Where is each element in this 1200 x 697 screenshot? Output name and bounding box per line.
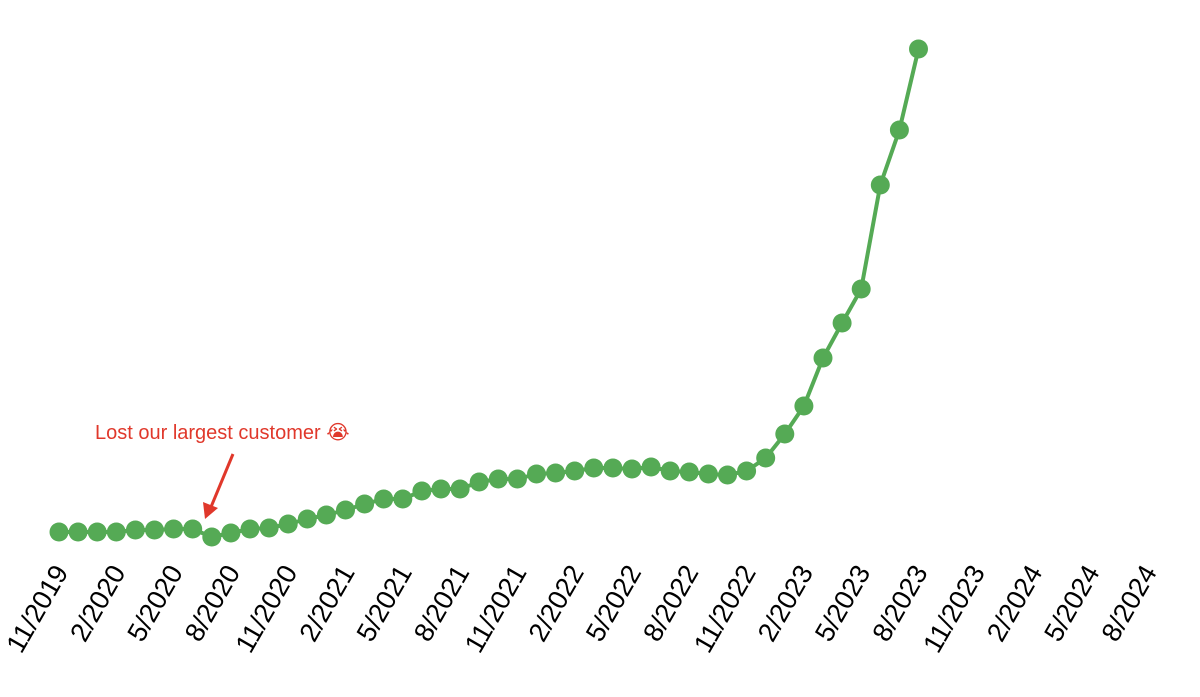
point (756, 448, 776, 468)
x-tick-label: 11/2019 (0, 560, 74, 658)
point (889, 120, 909, 140)
point (507, 469, 527, 489)
point (660, 461, 680, 481)
point (316, 505, 336, 525)
x-tick-label: 5/2021 (351, 560, 418, 647)
annotation: Lost our largest customer 😭 (95, 422, 350, 444)
x-tick-label: 2/2024 (981, 560, 1048, 647)
x-tick-label: 2/2021 (293, 560, 360, 647)
point (297, 509, 317, 529)
point (164, 519, 184, 539)
point (584, 458, 604, 478)
point (49, 522, 69, 542)
x-tick-label: 5/2022 (580, 560, 647, 647)
point (794, 396, 814, 416)
point (221, 523, 241, 543)
point (527, 464, 546, 484)
point (68, 522, 88, 542)
point (336, 500, 355, 520)
x-tick-label: 2/2022 (523, 560, 590, 647)
point (431, 479, 451, 499)
point (737, 461, 757, 481)
point (125, 520, 145, 540)
annotation-arrow (209, 453, 235, 508)
x-tick-label: 5/2023 (809, 560, 876, 647)
point (183, 519, 203, 539)
point (488, 469, 508, 489)
point (698, 464, 718, 484)
point (546, 463, 566, 483)
point (202, 527, 222, 547)
point (106, 522, 126, 542)
point (718, 465, 737, 485)
point (145, 520, 164, 540)
annotation-arrowhead (203, 502, 218, 519)
x-tick-label: 5/2020 (122, 560, 189, 647)
point (87, 522, 107, 542)
point (412, 481, 432, 501)
x-tick-label: 2/2020 (64, 560, 131, 647)
point (813, 348, 833, 368)
point (775, 424, 795, 444)
point (374, 489, 394, 509)
x-tick-label: 2/2023 (752, 560, 819, 647)
point (450, 479, 470, 499)
point (469, 472, 489, 492)
point (393, 489, 413, 509)
line (59, 48, 921, 539)
point (641, 457, 661, 477)
point (870, 175, 890, 195)
point (851, 279, 871, 299)
point (240, 519, 260, 539)
point (278, 514, 298, 534)
x-tick-label: 8/2024 (1096, 560, 1163, 647)
point (259, 518, 279, 538)
point (679, 462, 699, 482)
point (565, 461, 585, 481)
point (355, 494, 375, 514)
point (622, 459, 642, 479)
point (832, 313, 852, 333)
point (603, 458, 623, 478)
x-tick-label: 5/2024 (1038, 560, 1105, 647)
point (909, 39, 928, 59)
